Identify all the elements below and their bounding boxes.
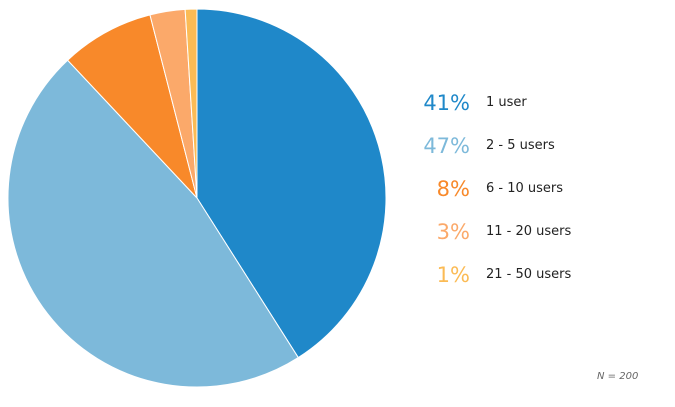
legend-label: 11 - 20 users — [486, 224, 572, 239]
legend-item-2-5-users: 47% 2 - 5 users — [400, 129, 660, 172]
legend-item-11-20-users: 3% 11 - 20 users — [400, 215, 660, 258]
legend-percent: 8% — [436, 177, 470, 201]
legend-label: 2 - 5 users — [486, 138, 555, 153]
legend-percent: 1% — [436, 263, 470, 287]
pie-chart — [7, 8, 387, 388]
legend-label: 1 user — [486, 95, 527, 110]
pie-slice-1-user — [196, 8, 387, 359]
legend-percent: 47% — [423, 134, 470, 158]
pie-slice-2-5-users — [7, 59, 299, 388]
legend-label: 6 - 10 users — [486, 181, 564, 196]
legend-percent: 3% — [436, 220, 470, 244]
legend-item-21-50-users: 1% 21 - 50 users — [400, 258, 660, 301]
legend-item-6-10-users: 8% 6 - 10 users — [400, 172, 660, 215]
legend-percent: 41% — [423, 91, 470, 115]
legend-item-1-user: 41% 1 user — [400, 86, 660, 129]
sample-size-note: N = 200 — [597, 371, 639, 382]
pie-slice-21-50-users — [184, 8, 198, 199]
legend-label: 21 - 50 users — [486, 267, 572, 282]
legend: 41% 1 user 47% 2 - 5 users 8% 6 - 10 use… — [400, 86, 660, 301]
pie-slice-6-10-users — [66, 14, 198, 199]
